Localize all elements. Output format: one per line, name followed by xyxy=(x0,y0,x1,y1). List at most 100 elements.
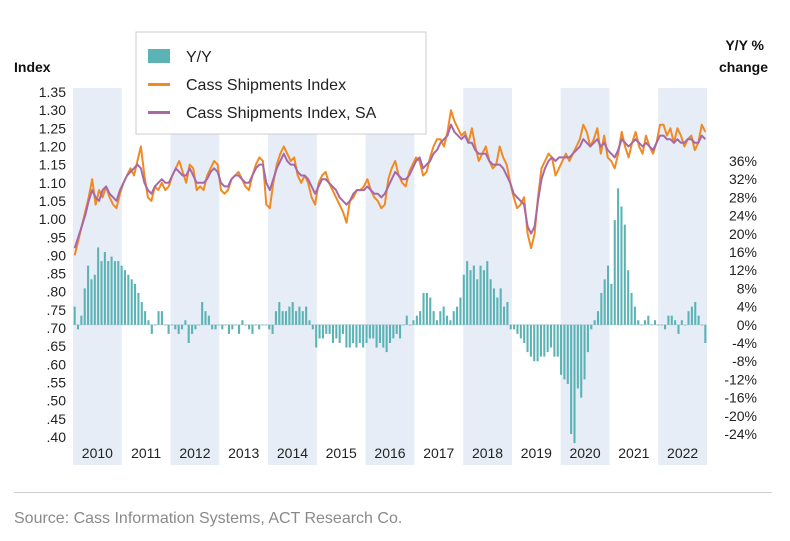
yoy-bar xyxy=(177,324,180,334)
yoy-bar xyxy=(627,270,630,325)
yoy-bar xyxy=(274,311,277,325)
yoy-bar xyxy=(167,324,170,334)
cass-index-sa-line xyxy=(73,123,707,249)
left-tick-label: .45 xyxy=(47,411,67,427)
right-tick-label: 32% xyxy=(729,171,757,187)
yoy-bar xyxy=(445,315,449,325)
right-tick-label: 36% xyxy=(729,153,757,169)
yoy-bar xyxy=(469,270,472,325)
left-tick-label: .40 xyxy=(47,429,67,445)
yoy-bar xyxy=(674,320,677,325)
yoy-bar xyxy=(144,311,147,325)
yoy-bar xyxy=(684,324,687,326)
yoy-bar xyxy=(503,306,506,325)
yoy-bar xyxy=(482,270,485,325)
yoy-bar xyxy=(241,320,244,325)
yoy-bar xyxy=(603,279,606,325)
yoy-bar xyxy=(409,324,412,326)
year-label-2011: 2011 xyxy=(131,445,161,461)
yoy-bar xyxy=(110,256,113,325)
yoy-bar xyxy=(590,324,593,330)
yoy-bar xyxy=(442,306,445,325)
yoy-bar xyxy=(298,306,301,325)
yoy-bar xyxy=(211,324,214,330)
yoy-bar xyxy=(573,324,576,444)
yoy-bar xyxy=(462,274,465,325)
yoy-bar xyxy=(187,324,190,343)
legend-label-cass-index: Cass Shipments Index xyxy=(186,77,346,94)
yoy-bar xyxy=(378,324,381,343)
yoy-bar xyxy=(623,224,626,325)
yoy-bar xyxy=(553,324,556,357)
yoy-bar xyxy=(97,247,100,325)
yoy-bar xyxy=(600,292,603,325)
yoy-bar xyxy=(583,324,586,380)
left-tick-label: .60 xyxy=(47,356,67,372)
right-tick-label: 0% xyxy=(737,317,757,333)
left-tick-label: 1.20 xyxy=(39,138,66,154)
left-tick-label: .65 xyxy=(47,338,67,354)
right-axis-title-line1: Y/Y % xyxy=(725,37,764,53)
right-tick-label: -4% xyxy=(732,335,757,351)
yoy-bar xyxy=(164,324,167,326)
right-tick-label: -24% xyxy=(724,426,757,442)
yoy-bar xyxy=(563,324,566,380)
yoy-bar xyxy=(633,306,636,325)
yoy-bar xyxy=(123,270,127,325)
left-tick-label: 1.00 xyxy=(39,211,66,227)
yoy-bar xyxy=(217,324,220,326)
right-axis-title-line2: change xyxy=(719,59,768,75)
yoy-bar xyxy=(617,188,620,325)
right-tick-label: 20% xyxy=(729,226,757,242)
yoy-bar xyxy=(372,324,375,339)
year-label-2018: 2018 xyxy=(472,445,503,461)
left-axis-title: Index xyxy=(14,59,51,75)
yoy-bar xyxy=(419,311,422,325)
yoy-bar xyxy=(127,274,130,325)
yoy-bar xyxy=(697,315,700,325)
year-band-2014 xyxy=(268,88,317,465)
yoy-bar xyxy=(402,324,405,326)
yoy-bar xyxy=(690,306,693,325)
yoy-bar xyxy=(556,324,559,357)
yoy-bar xyxy=(170,324,173,326)
year-label-2014: 2014 xyxy=(277,445,308,461)
yoy-bar xyxy=(154,324,157,326)
source-divider xyxy=(14,492,772,493)
yoy-bar xyxy=(492,288,496,325)
yoy-bar xyxy=(382,324,385,348)
yoy-bar xyxy=(566,324,569,384)
year-band-2022 xyxy=(658,88,707,465)
yoy-bar xyxy=(472,265,475,325)
left-tick-label: .95 xyxy=(47,229,67,245)
yoy-bar xyxy=(281,311,284,325)
left-tick-label: .50 xyxy=(47,393,67,409)
yoy-bar xyxy=(385,324,388,353)
yoy-bar xyxy=(321,324,324,339)
yoy-bar xyxy=(358,324,361,343)
yoy-bar xyxy=(412,320,415,325)
yoy-bar xyxy=(643,320,646,325)
yoy-bar xyxy=(184,320,187,325)
yoy-bar xyxy=(117,261,120,325)
yoy-bar xyxy=(150,324,153,334)
yoy-bar xyxy=(560,324,563,375)
yoy-bar xyxy=(157,311,160,325)
yoy-bar xyxy=(449,320,452,325)
cass-index-line xyxy=(73,109,707,256)
right-tick-label: 4% xyxy=(737,299,757,315)
left-axis-ticks: .40 .45 .50 .55 .60 .65 .70 .75 .80 .85 .90 .95 1.00… xyxy=(39,84,66,445)
yoy-bar xyxy=(479,265,482,325)
year-band-2012 xyxy=(170,88,220,465)
yoy-bar xyxy=(456,306,459,325)
yoy-bar xyxy=(486,261,489,325)
legend-label-yoy: Y/Y xyxy=(186,49,212,66)
year-label-2020: 2020 xyxy=(569,445,600,461)
yoy-bar xyxy=(191,324,194,334)
yoy-bar xyxy=(432,311,435,325)
right-axis-ticks: -24% -20% -16% -12% -8% -4% 0% 4% 8% 12% 16% 20% 24%… xyxy=(724,153,757,442)
yoy-bar xyxy=(637,320,640,325)
yoy-bar xyxy=(261,324,264,326)
left-tick-label: 1.05 xyxy=(39,193,66,209)
yoy-bar xyxy=(331,324,335,343)
